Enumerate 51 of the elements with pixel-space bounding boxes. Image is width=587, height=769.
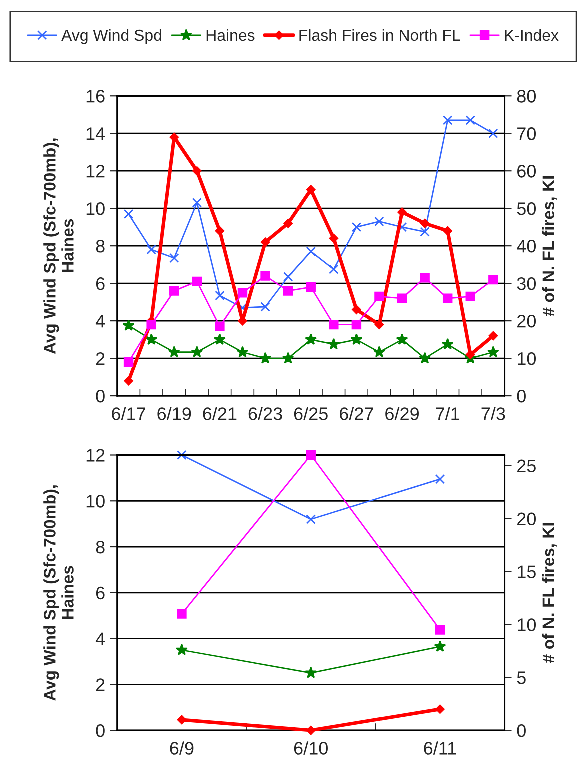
y2-tick-label: 80 — [517, 90, 536, 103]
y-tick-label: 14 — [86, 128, 106, 140]
x-tick-label: 6/11 — [424, 742, 456, 755]
x-tick-label: 6/29 — [386, 407, 419, 420]
y-tick-label: 8 — [96, 540, 105, 554]
y2-tick-label: 10 — [518, 352, 536, 366]
x-tick-label: 7/1 — [436, 407, 460, 420]
y2-tick-label: 70 — [518, 128, 536, 140]
y2-tick-label: 25 — [518, 460, 536, 473]
y2-tick-label: 15 — [518, 566, 536, 578]
y2-tick-label: 60 — [518, 165, 536, 178]
y-tick-label: 0 — [96, 390, 105, 403]
y2-axis-title: # of N. FL fires, KI — [542, 523, 557, 664]
y-tick-label: 2 — [96, 352, 105, 366]
y2-tick-label: 50 — [517, 202, 536, 216]
legend-label: Haines — [206, 29, 255, 42]
x-tick-label: 7/3 — [482, 407, 506, 420]
legend-label: Flash Fires in North FL — [300, 29, 460, 42]
legend-label: Avg Wind Spd — [62, 29, 162, 44]
y2-tick-label: 5 — [517, 672, 526, 684]
y-axis-title: Avg Wind Spd (Sfc-700mb), Haines — [44, 138, 74, 354]
y2-tick-label: 20 — [518, 314, 536, 328]
y2-tick-label: 30 — [517, 278, 536, 290]
y2-tick-label: 20 — [518, 512, 536, 526]
y-tick-label: 0 — [96, 724, 105, 738]
x-tick-label: 6/23 — [248, 407, 282, 420]
y-tick-label: 12 — [86, 449, 105, 462]
y-axis-title: Avg Wind Spd (Sfc-700mb), Haines — [44, 486, 74, 701]
y2-axis-title: # of N. FL fires, KI — [542, 176, 557, 316]
y-tick-label: 16 — [86, 90, 105, 103]
y2-tick-label: 10 — [518, 618, 536, 632]
y2-tick-label: 0 — [517, 724, 526, 738]
x-tick-label: 6/9 — [170, 742, 194, 755]
x-tick-label: 6/25 — [294, 407, 328, 420]
legend-label: K-Index — [505, 29, 559, 42]
x-tick-label: 6/27 — [340, 407, 374, 420]
x-tick-label: 6/19 — [158, 407, 192, 420]
y2-tick-label: 40 — [517, 240, 536, 253]
y-tick-label: 2 — [96, 678, 105, 692]
y-tick-label: 10 — [86, 202, 105, 216]
x-tick-label: 6/10 — [294, 742, 328, 755]
y-tick-label: 10 — [86, 495, 105, 508]
y-tick-label: 6 — [96, 278, 105, 290]
y-tick-label: 4 — [96, 315, 106, 328]
x-tick-label: 6/21 — [203, 407, 237, 420]
y2-tick-label: 0 — [517, 390, 526, 403]
y-tick-label: 6 — [96, 586, 105, 600]
y-tick-label: 12 — [86, 165, 105, 178]
y-tick-label: 8 — [96, 240, 105, 253]
y-tick-label: 4 — [96, 632, 106, 646]
x-tick-label: 6/17 — [112, 407, 146, 420]
